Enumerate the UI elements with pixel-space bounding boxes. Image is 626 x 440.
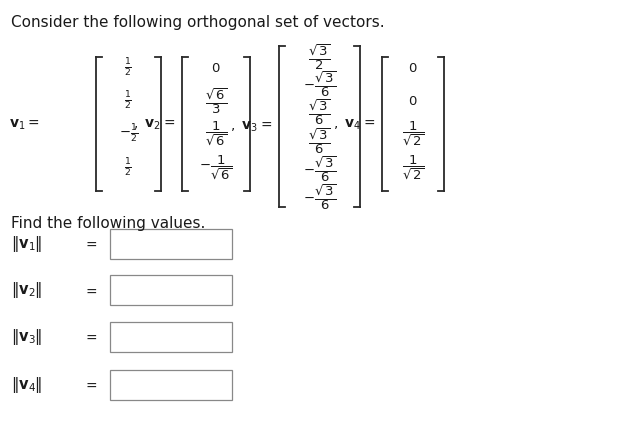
Text: $,\ \mathbf{v}_2 =$: $,\ \mathbf{v}_2 =$ xyxy=(133,117,175,132)
Text: $\dfrac{\sqrt{3}}{2}$: $\dfrac{\sqrt{3}}{2}$ xyxy=(308,42,331,72)
Text: $\|\mathbf{v}_1\|$: $\|\mathbf{v}_1\|$ xyxy=(11,234,43,254)
FancyBboxPatch shape xyxy=(110,229,232,259)
Text: $\frac{1}{2}$: $\frac{1}{2}$ xyxy=(125,157,132,179)
Text: $\frac{1}{2}$: $\frac{1}{2}$ xyxy=(125,57,132,79)
Text: $\mathbf{v}_1 =$: $\mathbf{v}_1 =$ xyxy=(9,117,40,132)
Text: $\dfrac{\sqrt{3}}{6}$: $\dfrac{\sqrt{3}}{6}$ xyxy=(308,97,331,127)
Text: $,\ \mathbf{v}_3 =$: $,\ \mathbf{v}_3 =$ xyxy=(230,119,272,134)
Text: $0$: $0$ xyxy=(211,62,221,75)
Text: Find the following values.: Find the following values. xyxy=(11,216,206,231)
FancyBboxPatch shape xyxy=(110,275,232,305)
Text: $\dfrac{1}{\sqrt{2}}$: $\dfrac{1}{\sqrt{2}}$ xyxy=(402,154,424,182)
Text: $\dfrac{1}{\sqrt{2}}$: $\dfrac{1}{\sqrt{2}}$ xyxy=(402,120,424,148)
Text: $\dfrac{\sqrt{6}}{3}$: $\dfrac{\sqrt{6}}{3}$ xyxy=(205,86,227,116)
Text: $-\dfrac{\sqrt{3}}{6}$: $-\dfrac{\sqrt{3}}{6}$ xyxy=(302,69,336,99)
Text: $\|\mathbf{v}_3\|$: $\|\mathbf{v}_3\|$ xyxy=(11,326,43,347)
Text: $\|\mathbf{v}_2\|$: $\|\mathbf{v}_2\|$ xyxy=(11,280,43,301)
Text: $,\ \mathbf{v}_4 =$: $,\ \mathbf{v}_4 =$ xyxy=(334,117,376,132)
Text: $0$: $0$ xyxy=(408,95,418,108)
Text: Consider the following orthogonal set of vectors.: Consider the following orthogonal set of… xyxy=(11,15,385,30)
Text: $\|\mathbf{v}_4\|$: $\|\mathbf{v}_4\|$ xyxy=(11,375,43,395)
Text: $0$: $0$ xyxy=(408,62,418,75)
Text: $-\dfrac{\sqrt{3}}{6}$: $-\dfrac{\sqrt{3}}{6}$ xyxy=(302,154,336,184)
Text: $\dfrac{1}{\sqrt{6}}$: $\dfrac{1}{\sqrt{6}}$ xyxy=(205,120,227,148)
Text: $-\dfrac{1}{\sqrt{6}}$: $-\dfrac{1}{\sqrt{6}}$ xyxy=(199,154,233,182)
Text: $=$: $=$ xyxy=(83,237,98,251)
Text: $=$: $=$ xyxy=(83,283,98,297)
Text: $-\dfrac{\sqrt{3}}{6}$: $-\dfrac{\sqrt{3}}{6}$ xyxy=(302,182,336,212)
FancyBboxPatch shape xyxy=(110,322,232,352)
Text: $=$: $=$ xyxy=(83,378,98,392)
Text: $=$: $=$ xyxy=(83,330,98,344)
Text: $\frac{1}{2}$: $\frac{1}{2}$ xyxy=(125,90,132,112)
Text: $-\frac{1}{2}$: $-\frac{1}{2}$ xyxy=(119,123,138,145)
Text: $\dfrac{\sqrt{3}}{6}$: $\dfrac{\sqrt{3}}{6}$ xyxy=(308,126,331,156)
FancyBboxPatch shape xyxy=(110,370,232,400)
